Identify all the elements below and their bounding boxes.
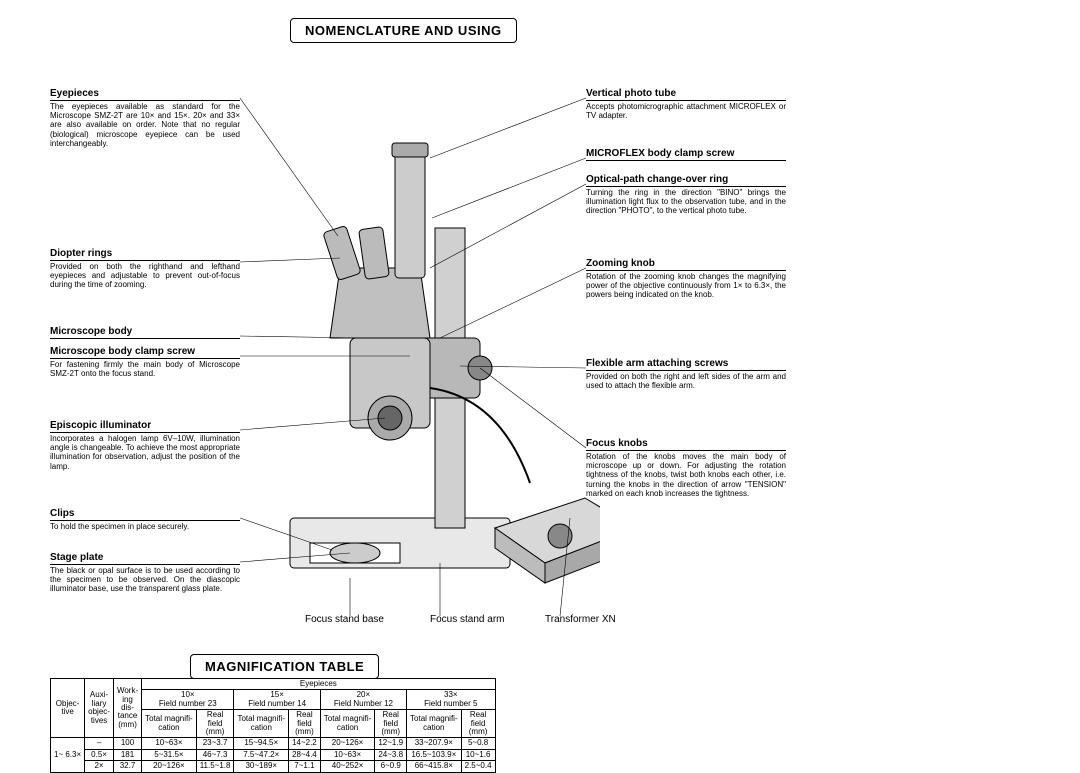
right-section-2: Optical-path change-over ringTurning the… [586,174,786,216]
td-val: 28~4.4 [289,749,321,760]
td-val: 10~63× [320,749,375,760]
right-section-1: MICROFLEX body clamp screw [586,148,786,162]
left-section-0: EyepiecesThe eyepieces available as stan… [50,88,240,148]
td-val: 7~1.1 [289,761,321,772]
td-val: 66~415.8× [407,761,462,772]
left-section-1: Diopter ringsProvided on both the righth… [50,248,240,290]
section-heading: Episcopic illuminator [50,420,240,433]
td-val: 7.5~47.2× [234,749,289,760]
td-val: 12~1.9 [375,738,407,749]
section-heading: Microscope body [50,326,240,339]
section-heading: MICROFLEX body clamp screw [586,148,786,161]
th-real: Realfield(mm) [375,710,407,738]
td-aux: – [85,738,114,749]
right-section-5: Focus knobsRotation of the knobs moves t… [586,438,786,498]
right-section-3: Zooming knobRotation of the zooming knob… [586,258,786,300]
left-section-2: Microscope body [50,326,240,340]
td-val: 40~252× [320,761,375,772]
section-body: To hold the specimen in place securely. [50,522,240,531]
label-focus-stand-base: Focus stand base [305,614,384,625]
main-title-box: NOMENCLATURE AND USING [290,18,517,43]
td-objective: 1~ 6.3× [51,738,85,772]
td-val: 20~126× [142,761,197,772]
right-section-0: Vertical photo tubeAccepts photomicrogra… [586,88,786,120]
page: NOMENCLATURE AND USING EyepiecesThe eyep… [40,18,1040,758]
td-val: 10~63× [142,738,197,749]
section-heading: Diopter rings [50,248,240,261]
magnification-table: Objec-tiveAuxi-liaryobjec-tivesWork-ingd… [50,678,496,773]
th-eyepieces: Eyepieces [142,679,495,690]
section-body: The black or opal surface is to be used … [50,566,240,594]
th-total: Total magnifi-cation [234,710,289,738]
section-heading: Flexible arm attaching screws [586,358,786,371]
main-title: NOMENCLATURE AND USING [305,23,502,38]
section-heading: Microscope body clamp screw [50,346,240,359]
td-aux: 2× [85,761,114,772]
td-val: 30~189× [234,761,289,772]
section-heading: Optical-path change-over ring [586,174,786,187]
td-val: 6~0.9 [375,761,407,772]
th-total: Total magnifi-cation [142,710,197,738]
left-section-6: Stage plateThe black or opal surface is … [50,552,240,594]
td-val: 11.5~1.8 [196,761,234,772]
td-val: 16.5~103.9× [407,749,462,760]
td-aux: 0.5× [85,749,114,760]
th-group: 15×Field number 14 [234,690,320,710]
td-wd: 100 [113,738,141,749]
td-wd: 181 [113,749,141,760]
label-focus-stand-arm: Focus stand arm [430,614,504,625]
th-real: Realfield(mm) [196,710,234,738]
section-body: Rotation of the zooming knob changes the… [586,272,786,300]
section-body: The eyepieces available as standard for … [50,102,240,148]
td-val: 46~7.3 [196,749,234,760]
th-objective: Objec-tive [51,679,85,738]
section-heading: Eyepieces [50,88,240,101]
th-group: 33×Field number 5 [407,690,496,710]
th-wd: Work-ingdis-tance(mm) [113,679,141,738]
right-section-4: Flexible arm attaching screwsProvided on… [586,358,786,390]
th-real: Realfield(mm) [289,710,321,738]
section-heading: Focus knobs [586,438,786,451]
td-wd: 32.7 [113,761,141,772]
section-body: For fastening firmly the main body of Mi… [50,360,240,378]
mag-title-box: MAGNIFICATION TABLE [190,654,379,679]
section-heading: Zooming knob [586,258,786,271]
section-body: Provided on both the right and left side… [586,372,786,390]
td-val: 15~94.5× [234,738,289,749]
th-real: Realfield(mm) [461,710,495,738]
td-val: 14~2.2 [289,738,321,749]
th-total: Total magnifi-cation [320,710,375,738]
td-val: 20~126× [320,738,375,749]
left-section-4: Episcopic illuminatorIncorporates a halo… [50,420,240,471]
th-group: 20×Field Number 12 [320,690,406,710]
label-transformer-xn: Transformer XN [545,614,616,625]
td-val: 5~31.5× [142,749,197,760]
section-body: Rotation of the knobs moves the main bod… [586,452,786,498]
td-val: 2.5~0.4 [461,761,495,772]
section-body: Accepts photomicrographic attachment MIC… [586,102,786,120]
td-val: 24~3.8 [375,749,407,760]
td-val: 33~207.9× [407,738,462,749]
section-heading: Clips [50,508,240,521]
td-val: 23~3.7 [196,738,234,749]
section-body: Incorporates a halogen lamp 6V–10W, illu… [50,434,240,471]
td-val: 5~0.8 [461,738,495,749]
left-section-3: Microscope body clamp screwFor fastening… [50,346,240,378]
microscope-diagram [270,88,600,628]
section-body: Turning the ring in the direction "BINO"… [586,188,786,216]
th-total: Total magnifi-cation [407,710,462,738]
section-heading: Stage plate [50,552,240,565]
section-heading: Vertical photo tube [586,88,786,101]
mag-title: MAGNIFICATION TABLE [205,659,364,674]
th-aux: Auxi-liaryobjec-tives [85,679,114,738]
left-section-5: ClipsTo hold the specimen in place secur… [50,508,240,531]
section-body: Provided on both the righthand and lefth… [50,262,240,290]
td-val: 10~1.6 [461,749,495,760]
th-group: 10×Field number 23 [142,690,234,710]
